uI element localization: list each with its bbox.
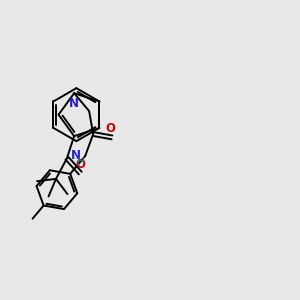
Text: N: N <box>71 149 81 163</box>
Text: N: N <box>69 97 79 110</box>
Text: O: O <box>75 158 85 171</box>
Text: O: O <box>106 122 116 135</box>
Text: H: H <box>77 158 85 167</box>
